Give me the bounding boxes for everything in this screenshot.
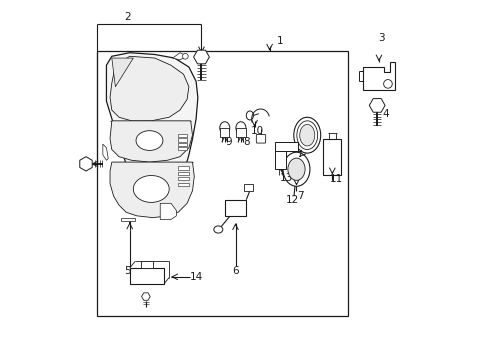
Circle shape <box>383 80 391 88</box>
Ellipse shape <box>293 117 320 153</box>
Ellipse shape <box>287 158 305 180</box>
Text: 11: 11 <box>329 174 343 184</box>
Ellipse shape <box>246 111 253 120</box>
Ellipse shape <box>296 121 317 149</box>
Bar <box>178 138 187 141</box>
Text: 13: 13 <box>280 173 293 183</box>
Bar <box>244 184 253 191</box>
Bar <box>178 147 187 150</box>
Ellipse shape <box>136 131 163 150</box>
Polygon shape <box>110 121 192 162</box>
Bar <box>178 166 188 170</box>
Text: 2: 2 <box>124 12 131 22</box>
Ellipse shape <box>299 125 314 146</box>
Bar <box>178 143 187 146</box>
Bar <box>97 51 348 316</box>
Text: 10: 10 <box>250 126 263 135</box>
Polygon shape <box>172 53 187 60</box>
Text: 8: 8 <box>243 138 249 147</box>
FancyBboxPatch shape <box>256 134 265 143</box>
Polygon shape <box>102 144 108 160</box>
Bar <box>224 200 246 216</box>
Ellipse shape <box>133 176 169 202</box>
Text: 6: 6 <box>232 266 238 276</box>
Text: 4: 4 <box>381 109 388 119</box>
Ellipse shape <box>283 152 309 186</box>
Bar <box>178 134 187 137</box>
Ellipse shape <box>235 122 245 134</box>
Bar <box>236 128 245 137</box>
Bar <box>178 177 188 180</box>
Bar <box>274 149 285 169</box>
Text: 9: 9 <box>224 138 231 147</box>
Bar <box>129 268 163 284</box>
Polygon shape <box>110 162 194 218</box>
Bar <box>220 128 229 137</box>
Polygon shape <box>112 58 133 87</box>
Polygon shape <box>160 203 176 220</box>
Ellipse shape <box>213 226 223 233</box>
Text: 3: 3 <box>378 33 385 43</box>
Bar <box>274 142 298 151</box>
Polygon shape <box>362 62 394 90</box>
Text: 5: 5 <box>124 266 131 276</box>
Bar <box>140 261 153 268</box>
Polygon shape <box>110 56 188 121</box>
Bar <box>178 183 188 186</box>
Text: 1: 1 <box>277 36 283 46</box>
Circle shape <box>182 53 188 59</box>
Bar <box>323 139 341 175</box>
Text: 7: 7 <box>296 191 303 201</box>
Polygon shape <box>106 53 198 203</box>
Text: 12: 12 <box>285 195 298 205</box>
Bar <box>178 172 188 175</box>
Ellipse shape <box>219 122 229 134</box>
Polygon shape <box>121 218 135 221</box>
Text: 14: 14 <box>189 272 203 282</box>
